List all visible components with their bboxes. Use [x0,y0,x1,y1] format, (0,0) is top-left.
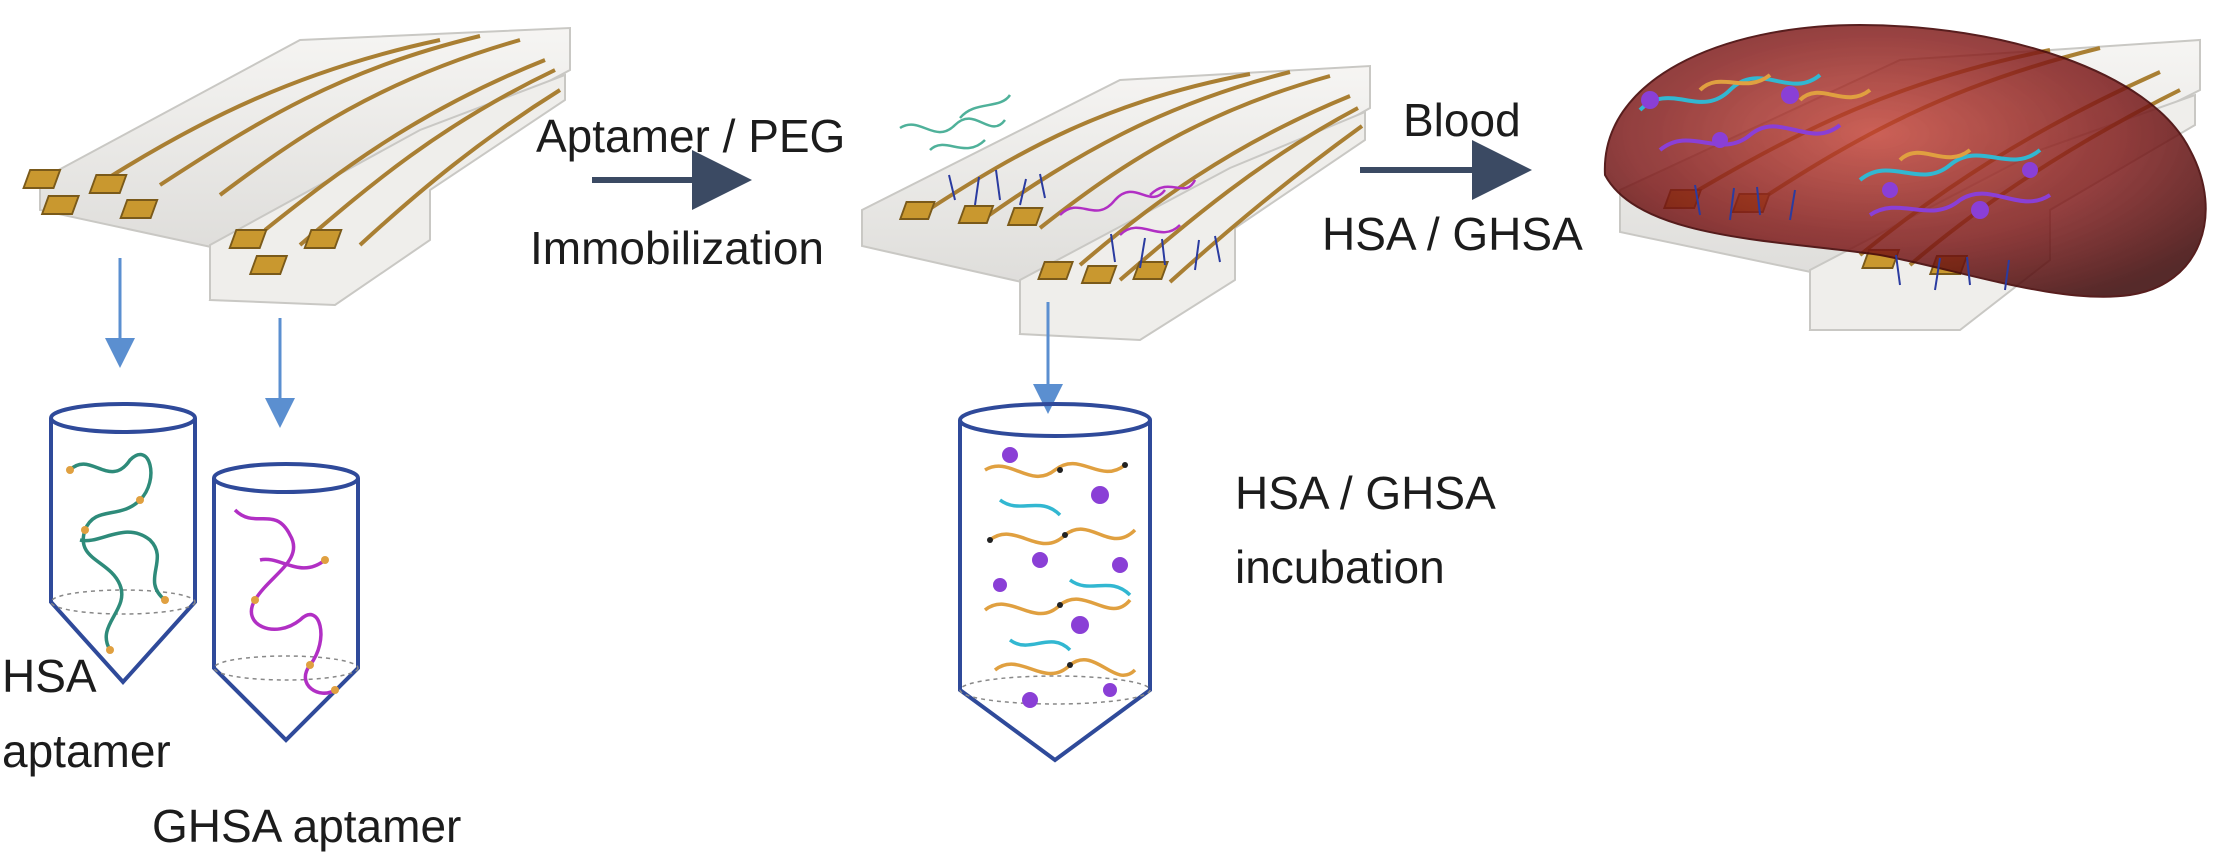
label-incubation: incubation [1235,541,1445,593]
label-hsa-aptamer-line1: HSA [2,650,97,702]
chip2-ghsa-aptamers [1059,179,1197,236]
ghsa-aptamer-tube [212,462,360,743]
chip2-peg-linkers [948,169,1221,271]
functionalized-electrode-chip [861,64,1371,342]
electrode-traces [103,34,562,247]
label-incubation-hsa-ghsa: HSA / GHSA [1235,467,1496,519]
hsa-aptamer-tube [49,402,197,685]
tube-proteins [983,461,1137,677]
blood-droplet [1603,23,2207,298]
hsa-aptamer-strand [68,452,167,651]
label-step1-aptamer-peg: Aptamer / PEG [536,110,846,162]
blood-exposed-chip [1603,23,2207,331]
protein-incubation-tube [958,402,1152,763]
label-hsa-aptamer-line2: aptamer [2,725,171,777]
bare-electrode-chip [22,26,571,307]
blood-proteins [1638,73,2052,217]
chip-substrate-right [209,73,566,307]
label-step2-hsa-ghsa: HSA / GHSA [1322,208,1583,260]
electrode-pads [22,169,343,275]
label-ghsa-aptamer: GHSA aptamer [152,800,462,852]
label-step1-immobilization: Immobilization [530,222,824,274]
label-step2-blood: Blood [1403,94,1521,146]
ghsa-aptamer-strand [233,508,336,695]
chip2-hsa-aptamers [899,94,1012,151]
